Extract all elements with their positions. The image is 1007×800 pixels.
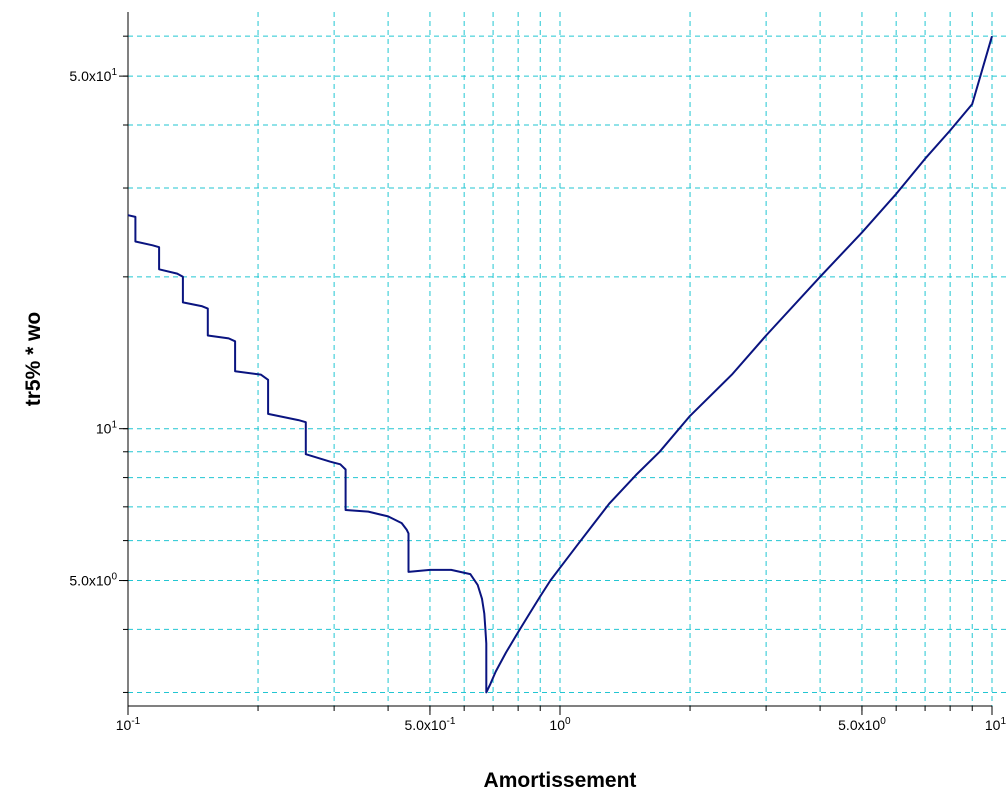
x-axis-ticks: 10-1 5.0x10-1 100 5.0x100 101 xyxy=(116,706,1007,733)
x-tick-exponent: -1 xyxy=(131,716,140,727)
x-tick-mantissa: 10 xyxy=(116,717,132,733)
x-gridlines xyxy=(257,12,993,706)
y-tick-label: 5.0x100 xyxy=(69,572,117,589)
y-tick-exponent: 1 xyxy=(111,420,117,431)
x-tick-mantissa: 5.0x10 xyxy=(838,717,880,733)
y-axis-title: tr5% * wo xyxy=(22,312,45,407)
x-tick-mantissa: 5.0x10 xyxy=(404,717,446,733)
x-tick-exponent: 1 xyxy=(1000,716,1006,727)
y-tick-mantissa: 5.0x10 xyxy=(69,68,111,84)
x-tick-mantissa: 10 xyxy=(985,717,1001,733)
y-tick-exponent: 0 xyxy=(111,572,117,583)
x-tick-exponent: -1 xyxy=(447,716,456,727)
x-tick-mantissa: 10 xyxy=(549,717,565,733)
x-tick-label: 5.0x10-1 xyxy=(404,716,455,733)
x-tick-exponent: 0 xyxy=(880,716,886,727)
y-tick-exponent: 1 xyxy=(111,67,117,78)
x-axis-title: Amortissement xyxy=(484,769,637,792)
x-tick-exponent: 0 xyxy=(565,716,571,727)
x-tick-label: 101 xyxy=(985,716,1007,733)
y-tick-label: 101 xyxy=(96,420,118,437)
series-line xyxy=(127,35,993,694)
x-tick-label: 5.0x100 xyxy=(838,716,886,733)
y-gridlines xyxy=(128,35,1006,693)
y-tick-mantissa: 10 xyxy=(96,421,112,437)
y-tick-label: 5.0x101 xyxy=(69,67,117,84)
x-tick-label: 10-1 xyxy=(116,716,141,733)
x-tick-label: 100 xyxy=(549,716,571,733)
y-tick-mantissa: 5.0x10 xyxy=(69,573,111,589)
